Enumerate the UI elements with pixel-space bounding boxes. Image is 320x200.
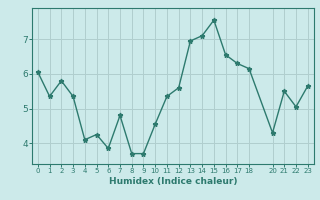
X-axis label: Humidex (Indice chaleur): Humidex (Indice chaleur) — [108, 177, 237, 186]
